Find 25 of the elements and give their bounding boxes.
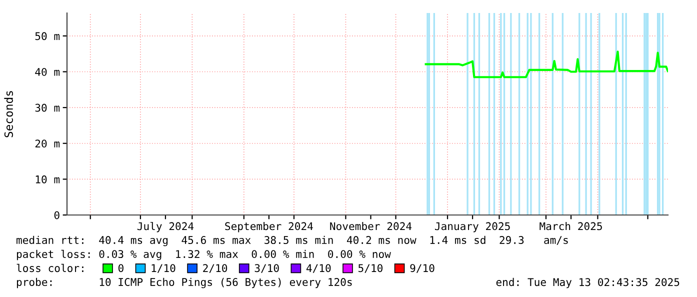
x-tick-label: March 2025 [540, 222, 602, 230]
legend-title: loss color: [16, 264, 84, 272]
y-tick-label: 30 m [35, 104, 60, 112]
legend-label: 9/10 [410, 264, 434, 273]
text: median rtt: 40.4 ms avg 45.6 ms max 38.5 ms min 40.2 ms now 1.4 ms sd 29.3 am/s [16, 236, 568, 246]
legend-label: 3/10 [254, 264, 279, 273]
y-tick-label: 50 m [35, 32, 60, 40]
x-tick-label: November 2024 [330, 222, 412, 230]
text: probe: 10 ICMP Echo Pings (56 Bytes) every 120s [16, 278, 352, 288]
x-tick-label: July 2024 [137, 222, 194, 232]
y-tick-label: 40 m [35, 68, 60, 76]
y-axis-title: Seconds [4, 91, 13, 138]
y-tick-label: 0 [54, 211, 60, 220]
y-tick-label: 20 m [35, 140, 60, 148]
line-series [424, 50, 668, 78]
legend-label: 2/10 [203, 264, 228, 273]
x-tick-label: September 2024 [225, 222, 313, 232]
legend-label: 0 [118, 264, 124, 272]
legend-label: 4/10 [306, 264, 331, 273]
legend-label: 5/10 [358, 264, 382, 273]
text: packet loss: 0.03 % avg 1.32 % max 0.00 % min 0.00 % now [16, 250, 391, 260]
legend-label: 1/10 [152, 264, 176, 273]
y-tick-label: 10 m [36, 175, 60, 184]
x-tick-label: January 2025 [434, 222, 510, 232]
text: end: Tue May 13 02:43:35 2025 [496, 278, 680, 288]
